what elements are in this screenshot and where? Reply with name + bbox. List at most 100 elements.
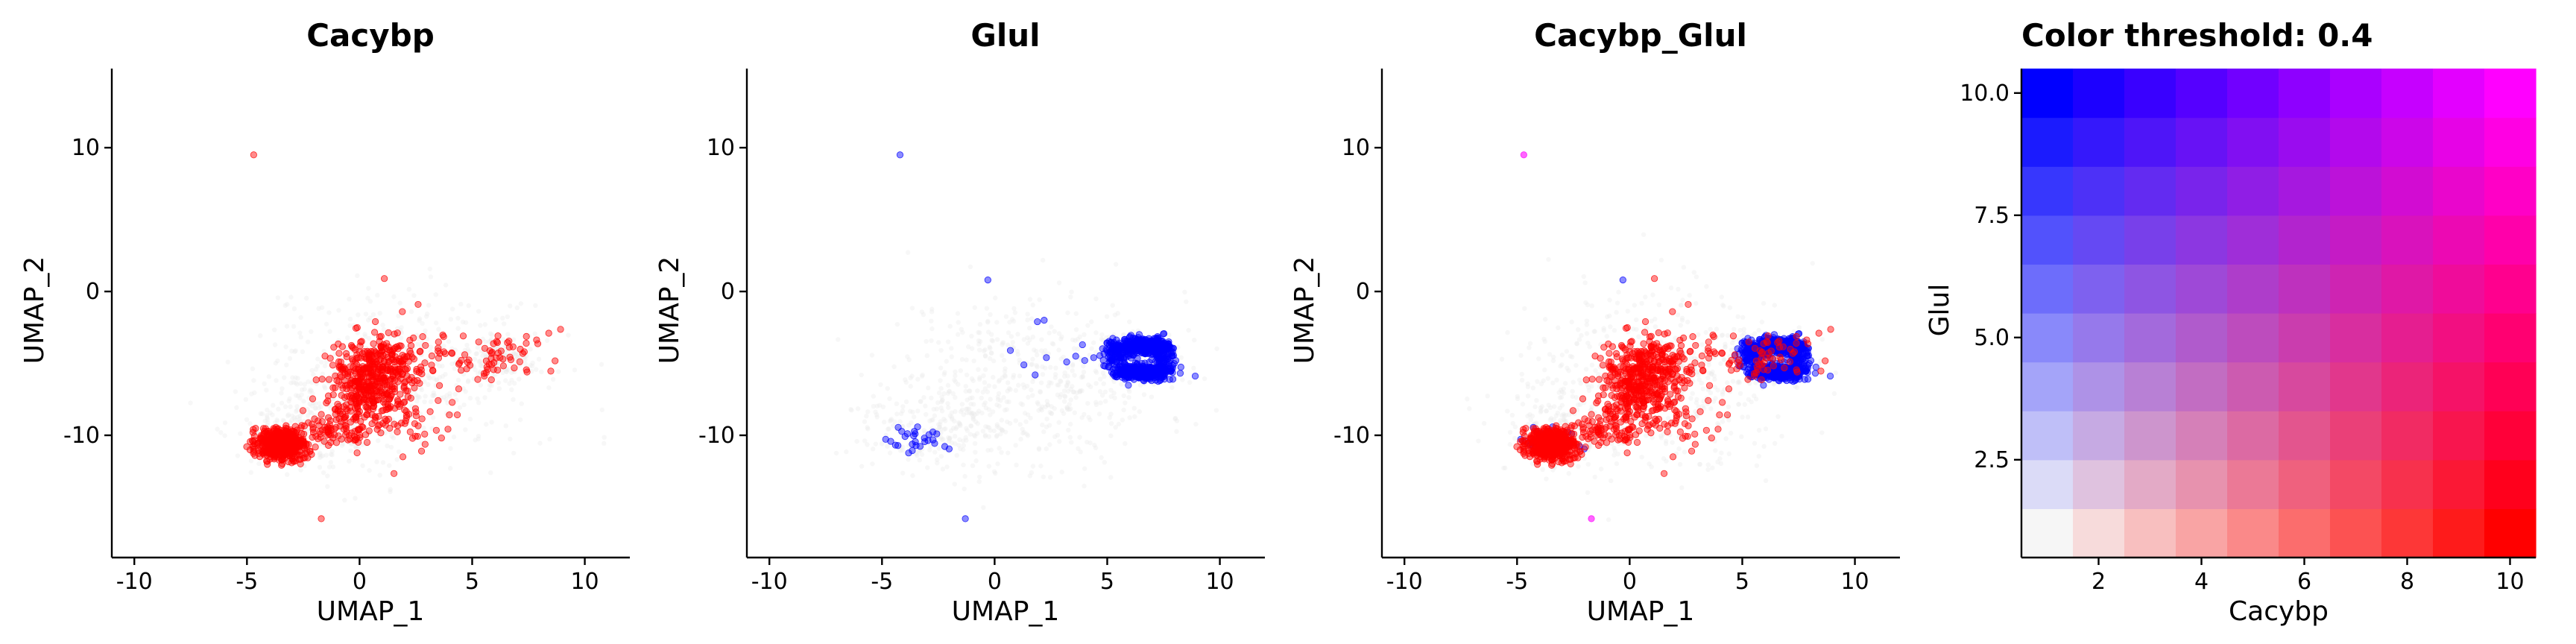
background-cell-point <box>864 414 869 419</box>
background-cell-point <box>276 406 281 412</box>
data-point <box>410 334 417 341</box>
background-cell-point <box>1010 340 1015 345</box>
background-cell-point <box>942 418 948 423</box>
data-point <box>321 353 329 360</box>
background-cell-point <box>939 394 944 400</box>
background-cell-point <box>462 347 468 353</box>
background-cell-point <box>1589 303 1594 309</box>
background-cell-point <box>970 414 976 419</box>
background-cell-point <box>1038 463 1044 469</box>
background-cell-point <box>1072 373 1077 378</box>
background-cell-point <box>1099 332 1105 338</box>
background-cell-point <box>298 315 303 321</box>
background-cell-point <box>976 479 982 484</box>
background-cell-point <box>994 337 1000 342</box>
background-cell-point <box>1062 394 1068 400</box>
background-cell-point <box>291 306 297 312</box>
background-cell-point <box>517 376 522 382</box>
background-cell-point <box>1000 353 1005 359</box>
background-cell-point <box>1677 461 1683 467</box>
background-cell-point <box>1585 461 1591 467</box>
background-cell-point <box>1003 314 1009 319</box>
background-cell-point <box>461 386 466 391</box>
background-cell-point <box>1540 467 1545 473</box>
background-cell-point <box>1688 396 1693 401</box>
background-cell-point <box>318 404 323 410</box>
background-cell-point <box>1561 386 1566 391</box>
background-cell-point <box>1584 318 1590 323</box>
data-point <box>1090 354 1097 362</box>
data-point <box>354 366 362 373</box>
background-cell-point <box>489 383 494 388</box>
background-cell-point <box>976 367 981 372</box>
background-cell-point <box>1499 356 1505 362</box>
background-cell-point <box>387 463 392 468</box>
background-cell-point <box>1685 319 1690 325</box>
background-cell-point <box>318 441 323 446</box>
background-cell-point <box>944 464 950 470</box>
background-cell-point <box>906 457 911 462</box>
data-point <box>439 331 446 339</box>
background-cell-point <box>1582 280 1588 285</box>
background-cell-point <box>1065 364 1070 370</box>
scatter-points <box>188 151 607 523</box>
background-cell-point <box>1562 381 1568 386</box>
data-point <box>1114 347 1122 355</box>
background-cell-point <box>476 309 482 314</box>
data-point <box>1041 317 1048 324</box>
background-cell-point <box>1736 402 1741 407</box>
background-cell-point <box>320 371 325 376</box>
background-cell-point <box>1058 336 1064 341</box>
background-cell-point <box>422 399 427 405</box>
background-cell-point <box>955 332 961 337</box>
background-cell-point <box>323 321 329 327</box>
background-cell-point <box>1761 443 1767 449</box>
background-cell-point <box>489 332 495 338</box>
background-cell-point <box>533 367 539 372</box>
data-point <box>1139 344 1147 351</box>
data-point <box>1079 341 1086 349</box>
background-cell-point <box>1505 408 1510 414</box>
background-cell-point <box>1720 302 1726 308</box>
data-point <box>347 368 354 376</box>
background-cell-point <box>447 394 452 400</box>
background-cell-point <box>1547 352 1553 357</box>
data-point <box>308 451 315 458</box>
background-cell-point <box>417 318 422 323</box>
data-point <box>458 367 465 374</box>
background-cell-point <box>474 351 479 356</box>
data-point <box>359 423 367 431</box>
background-cell-point <box>321 348 326 354</box>
background-cell-point <box>854 438 859 444</box>
background-cell-point <box>1049 324 1054 329</box>
background-cell-point <box>348 448 353 453</box>
background-cell-point <box>455 315 461 321</box>
background-cell-point <box>291 415 297 420</box>
data-point <box>329 362 337 369</box>
background-cell-point <box>463 427 468 432</box>
background-cell-point <box>297 396 303 401</box>
background-cell-point <box>458 301 464 307</box>
background-cell-point <box>322 425 328 430</box>
background-cell-point <box>1041 429 1046 435</box>
data-point <box>422 341 429 350</box>
background-cell-point <box>349 426 354 432</box>
background-cell-point <box>1467 406 1472 411</box>
data-point <box>1191 372 1199 380</box>
background-cell-point <box>482 346 487 351</box>
background-cell-point <box>295 376 300 381</box>
background-cell-point <box>307 401 312 407</box>
background-cell-point <box>517 417 523 423</box>
background-cell-point <box>235 453 241 458</box>
background-cell-point <box>1718 461 1724 467</box>
background-cell-point <box>1082 411 1087 417</box>
background-cell-point <box>459 351 465 356</box>
background-cell-point <box>323 385 328 391</box>
background-cell-point <box>480 336 486 342</box>
background-cell-point <box>988 346 993 351</box>
background-cell-point <box>947 438 952 444</box>
background-cell-point <box>423 358 429 363</box>
background-cell-point <box>288 294 294 300</box>
background-cell-point <box>906 357 912 362</box>
